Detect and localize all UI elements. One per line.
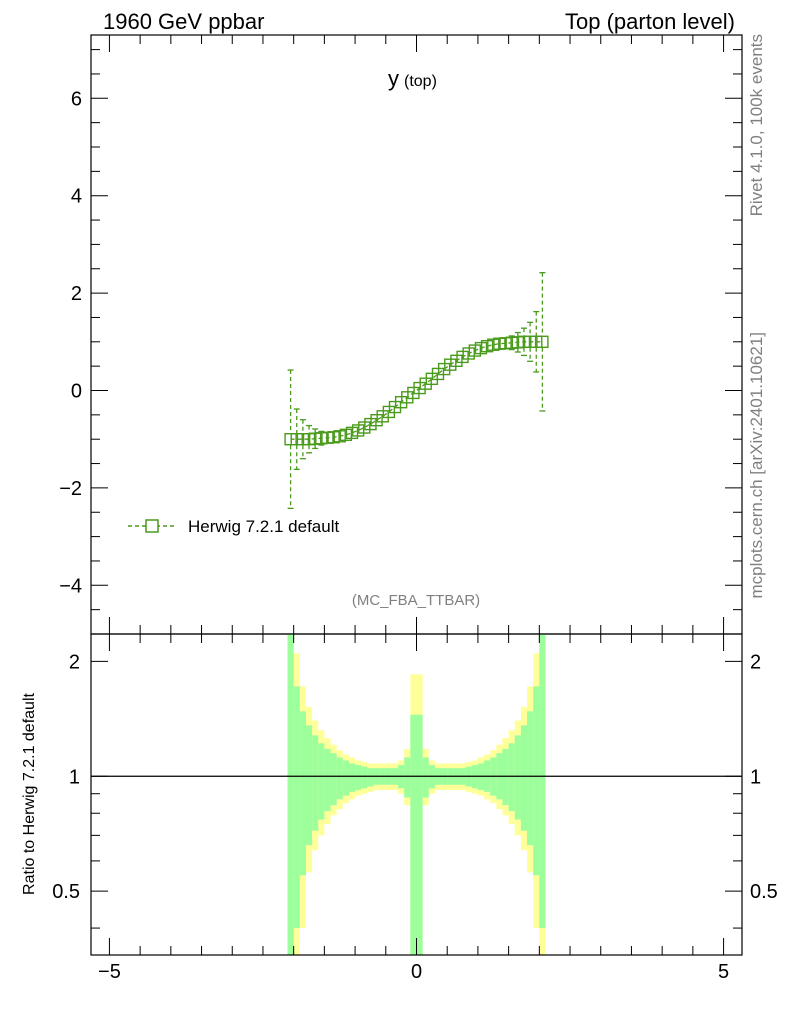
ratio-band-bin xyxy=(514,735,521,820)
legend: Herwig 7.2.1 default xyxy=(128,517,339,536)
data-point-marker xyxy=(536,335,549,349)
ratio-band-bin xyxy=(367,768,374,787)
ratio-xtick-label: 5 xyxy=(718,961,729,983)
ratio-band-bin xyxy=(416,714,423,955)
ratio-band-bin xyxy=(404,757,411,798)
legend-marker xyxy=(145,519,159,533)
ratio-band-bin xyxy=(361,766,368,789)
ratio-ytick-label-left: 0.5 xyxy=(52,881,80,903)
ratio-band-bin xyxy=(520,725,528,831)
ratio-axis-ticks xyxy=(91,634,742,955)
ratio-band-bin xyxy=(312,735,319,831)
ratio-band-bin xyxy=(355,765,362,791)
header-left-title: 1960 GeV ppbar xyxy=(103,9,264,34)
ratio-ytick-label-right: 0.5 xyxy=(750,881,778,903)
series-dashed-line xyxy=(290,341,543,440)
ratio-band-bin xyxy=(527,711,534,846)
ratio-y-tick-labels-right: 0.5 1 2 xyxy=(750,651,778,903)
main-ytick-label: 2 xyxy=(71,283,82,305)
ratio-plot-panel: 0.5 1 2 0.5 1 2 −5 0 5 Ratio to Herwig 7.2.1 d… xyxy=(21,633,778,983)
ratio-band-bin xyxy=(299,711,306,876)
main-plot-frame xyxy=(90,34,743,635)
ratio-band-bin xyxy=(502,748,509,806)
ratio-band-bin xyxy=(342,760,349,796)
ratio-bands xyxy=(287,634,546,955)
main-series-herwig xyxy=(284,272,549,510)
main-plot-title-var: y xyxy=(388,66,399,91)
ratio-band-bin xyxy=(330,753,337,806)
ratio-band-bin xyxy=(318,743,325,820)
ratio-xtick-label: −5 xyxy=(98,961,121,983)
main-ytick-label: 0 xyxy=(71,381,82,403)
mcplots-label: mcplots.cern.ch [arXiv:2401.10621] xyxy=(747,332,766,598)
main-ytick-label: −2 xyxy=(59,478,82,500)
main-plot-title: y (top) xyxy=(388,66,437,91)
ratio-ytick-label-right: 2 xyxy=(750,651,761,673)
ratio-y-tick-labels-left: 0.5 1 2 xyxy=(52,651,80,903)
main-y-tick-labels: −4 −2 0 2 4 6 xyxy=(59,88,82,597)
rivet-version-label: Rivet 4.1.0, 100k events xyxy=(747,34,766,216)
ratio-band-bin xyxy=(508,743,515,812)
ratio-band-bin xyxy=(410,714,417,955)
ratio-band-bin xyxy=(422,757,429,798)
ratio-band-bin xyxy=(336,757,343,800)
header-right-title: Top (parton level) xyxy=(565,9,735,34)
main-axis-ticks xyxy=(91,35,742,635)
ratio-band-bin xyxy=(293,686,300,929)
legend-label: Herwig 7.2.1 default xyxy=(188,517,339,536)
ratio-band-bin xyxy=(287,634,294,955)
main-ytick-label: −4 xyxy=(59,575,82,597)
main-ytick-label: 4 xyxy=(71,186,82,208)
ratio-band-bin xyxy=(305,725,313,846)
analysis-label: (MC_FBA_TTBAR) xyxy=(352,592,480,609)
ratio-y-axis-label: Ratio to Herwig 7.2.1 default xyxy=(21,693,38,895)
main-plot-title-sub: (top) xyxy=(404,73,437,90)
main-plot-panel: −4 −2 0 2 4 6 y (top) (MC_FBA_TTBAR) Herwig 7.… xyxy=(59,34,743,635)
ratio-ytick-label-right: 1 xyxy=(750,766,761,788)
ratio-band-bin xyxy=(539,634,546,929)
ratio-band-bin xyxy=(324,748,331,812)
ratio-xtick-label: 0 xyxy=(411,961,422,983)
ratio-band-bin xyxy=(533,686,540,876)
ratio-ytick-label-left: 2 xyxy=(69,651,80,673)
main-ytick-label: 6 xyxy=(71,88,82,110)
ratio-band-bin xyxy=(348,763,356,792)
ratio-x-tick-labels: −5 0 5 xyxy=(98,961,729,983)
ratio-ytick-label-left: 1 xyxy=(69,766,80,788)
